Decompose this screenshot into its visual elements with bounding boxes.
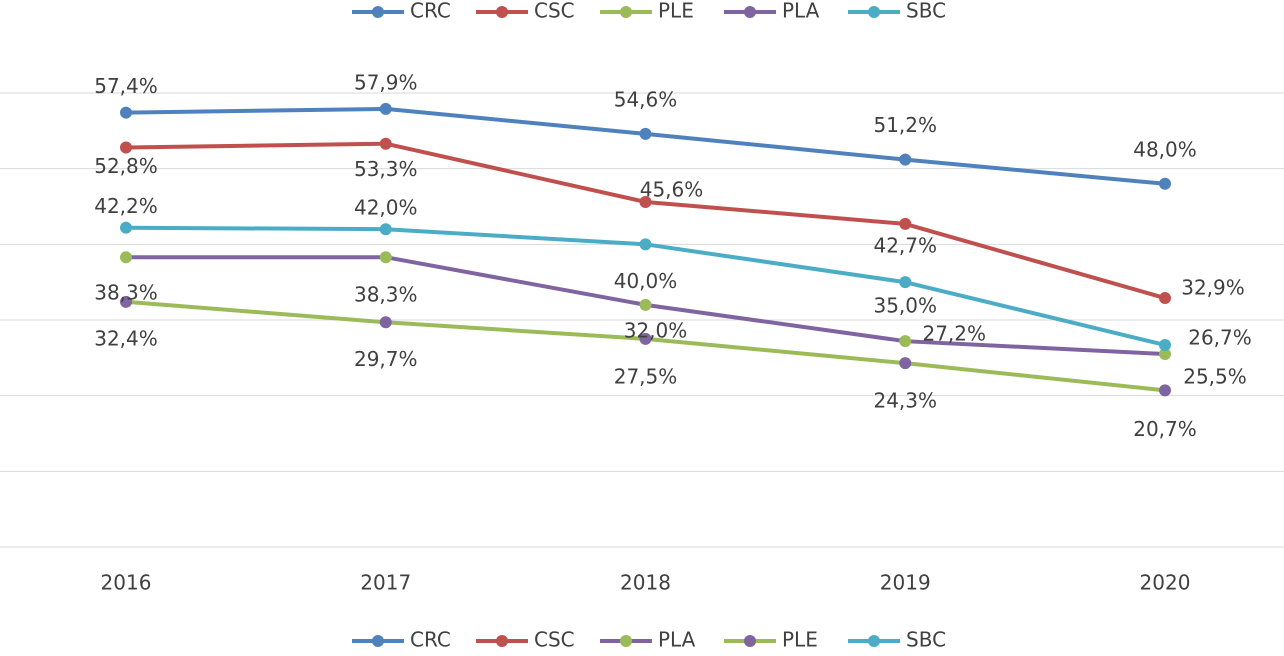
data-label: 32,9% xyxy=(1181,276,1245,300)
point-marker xyxy=(899,217,912,230)
legend-label: SBC xyxy=(906,628,946,652)
legend-label: CRC xyxy=(410,628,451,652)
legend-label: CSC xyxy=(534,628,575,652)
point-marker xyxy=(120,141,132,154)
point-marker xyxy=(120,295,132,308)
data-label: 40,0% xyxy=(614,269,678,293)
data-label: 54,6% xyxy=(614,87,678,111)
point-marker xyxy=(899,153,912,166)
data-label: 25,5% xyxy=(1183,365,1247,389)
legend-marker xyxy=(744,6,756,18)
point-marker xyxy=(379,137,392,150)
point-marker xyxy=(639,298,652,311)
data-label: 57,4% xyxy=(94,74,158,98)
x-tick-label: 2016 xyxy=(101,571,152,595)
data-label: 32,0% xyxy=(624,318,688,342)
x-tick-label: 2018 xyxy=(620,571,671,595)
data-label: 20,7% xyxy=(1133,417,1197,441)
data-label: 42,7% xyxy=(873,233,937,257)
point-marker xyxy=(1159,292,1171,305)
data-label: 27,5% xyxy=(614,364,678,388)
legend-marker xyxy=(372,6,384,18)
data-label: 38,3% xyxy=(94,281,158,305)
data-label: 42,2% xyxy=(94,194,158,218)
point-marker xyxy=(1159,348,1171,361)
legend-marker xyxy=(868,635,880,647)
data-label: 48,0% xyxy=(1133,137,1197,161)
point-marker xyxy=(899,276,912,289)
point-marker xyxy=(379,102,392,115)
data-label: 38,3% xyxy=(354,283,418,307)
data-label: 42,0% xyxy=(354,196,418,220)
data-label: 29,7% xyxy=(354,347,418,371)
legend-label: PLA xyxy=(658,628,696,652)
point-marker xyxy=(899,335,912,348)
point-marker xyxy=(120,221,132,234)
point-marker xyxy=(639,195,652,208)
legend-label: CRC xyxy=(410,0,451,23)
point-marker xyxy=(1159,177,1171,190)
data-label: 35,0% xyxy=(873,294,937,318)
data-label: 45,6% xyxy=(640,177,704,201)
data-label: 27,2% xyxy=(922,322,986,346)
point-marker xyxy=(120,251,132,264)
legend-marker xyxy=(744,635,756,647)
legend-label: CSC xyxy=(534,0,575,23)
legend-marker xyxy=(372,635,384,647)
point-marker xyxy=(639,332,652,345)
point-marker xyxy=(639,238,652,251)
data-label: 26,7% xyxy=(1188,325,1252,349)
legend-marker xyxy=(496,635,508,647)
point-marker xyxy=(899,357,912,370)
point-marker xyxy=(1159,384,1171,397)
data-label: 51,2% xyxy=(873,113,937,137)
data-label: 52,8% xyxy=(94,154,158,178)
x-tick-label: 2020 xyxy=(1140,571,1191,595)
data-label: 24,3% xyxy=(873,389,937,413)
data-label: 57,9% xyxy=(354,70,418,94)
legend-label: PLA xyxy=(782,0,820,23)
data-label: 53,3% xyxy=(354,157,418,181)
point-marker xyxy=(379,316,392,329)
legend-marker xyxy=(620,635,632,647)
legend-label: SBC xyxy=(906,0,946,23)
point-marker xyxy=(379,251,392,264)
point-marker xyxy=(1159,338,1171,351)
point-marker xyxy=(639,127,652,140)
legend-marker xyxy=(868,6,880,18)
x-tick-label: 2019 xyxy=(880,571,931,595)
legend-label: PLE xyxy=(658,0,694,23)
data-label: 32,4% xyxy=(94,326,158,350)
legend-label: PLE xyxy=(782,628,818,652)
point-marker xyxy=(379,223,392,236)
x-tick-label: 2017 xyxy=(360,571,411,595)
legend-marker xyxy=(496,6,508,18)
legend-marker xyxy=(620,6,632,18)
point-marker xyxy=(120,106,132,119)
